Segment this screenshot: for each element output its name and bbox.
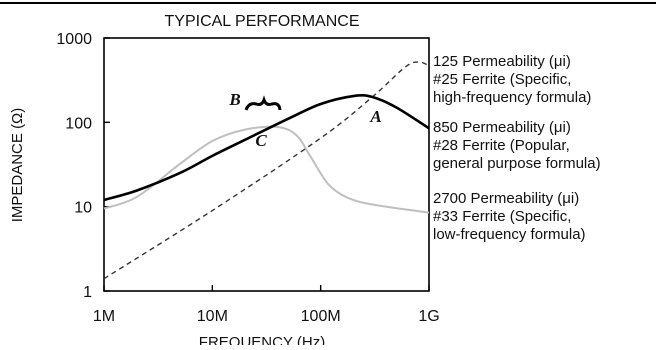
- legend-line: 125 Permeability (μi): [433, 53, 571, 70]
- x-tick-label: 10M: [197, 308, 228, 325]
- curve-label-c: C: [255, 131, 267, 150]
- series-line-c: [103, 125, 430, 214]
- annotation-layer: B A C: [228, 90, 381, 150]
- legend-line: #25 Ferrite (Specific,: [433, 71, 571, 88]
- x-axis-title: FREQUENCY (Hz): [199, 334, 325, 345]
- legend-line: #33 Ferrite (Specific,: [433, 208, 571, 225]
- series-line-dashed: [103, 61, 430, 280]
- series-layer: [103, 61, 430, 280]
- b-brace-mark: [244, 95, 282, 111]
- legend-line: 850 Permeability (μi): [433, 119, 571, 136]
- y-tick-label: 1: [83, 284, 92, 301]
- legend-line: 2700 Permeability (μi): [433, 190, 579, 207]
- y-tick-label: 10: [74, 200, 92, 217]
- curve-label-b: B: [228, 90, 240, 109]
- curve-label-a: A: [369, 107, 381, 126]
- legend-line: #28 Ferrite (Popular,: [433, 137, 570, 154]
- x-tick-label: 1G: [418, 308, 439, 325]
- y-axis-title: IMPEDANCE (Ω): [9, 108, 26, 223]
- legend-line: low-frequency formula): [433, 226, 586, 243]
- y-tick-label: 100: [65, 115, 92, 132]
- plot-frame: [103, 37, 430, 292]
- legend-line: high-frequency formula): [433, 89, 591, 106]
- y-tick-label: 1000: [56, 31, 92, 48]
- legend-layer: 125 Permeability (μi)#25 Ferrite (Specif…: [433, 53, 601, 243]
- x-tick-label: 100M: [301, 308, 341, 325]
- ticks-layer: 1M 10M 100M 1G 1 10 100 1000: [56, 31, 439, 325]
- series-line-a: [103, 94, 430, 202]
- chart-title: TYPICAL PERFORMANCE: [165, 13, 360, 30]
- x-tick-label: 1M: [93, 308, 115, 325]
- legend-line: general purpose formula): [433, 155, 601, 172]
